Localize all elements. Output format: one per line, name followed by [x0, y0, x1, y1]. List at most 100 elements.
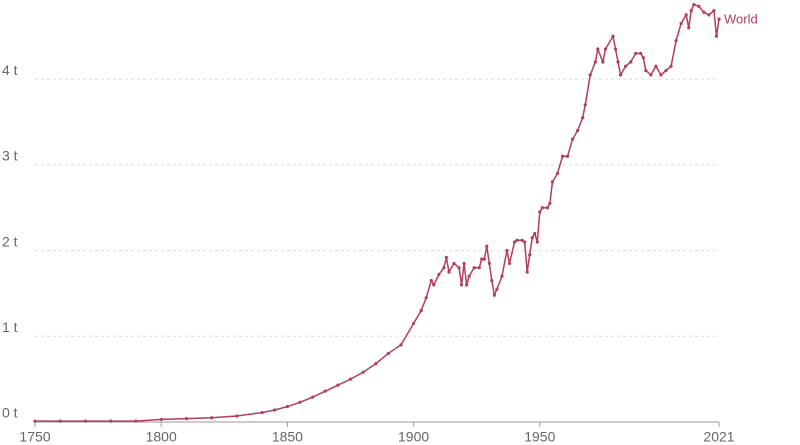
data-point: [616, 60, 620, 64]
data-point: [588, 73, 592, 77]
series-line: [35, 3, 720, 422]
data-point: [707, 13, 711, 17]
data-point: [505, 248, 509, 253]
data-point: [424, 296, 428, 300]
y-tick-label: 4 t: [2, 62, 18, 78]
data-point: [714, 34, 719, 38]
data-point: [386, 351, 390, 356]
data-point: [576, 128, 580, 133]
data-point: [285, 404, 289, 409]
data-point: [83, 419, 88, 423]
data-point: [311, 395, 315, 399]
x-tick-label: 1900: [398, 429, 429, 445]
data-point: [477, 266, 481, 270]
y-tick-label: 1 t: [2, 319, 18, 335]
data-point: [134, 419, 138, 423]
data-point: [613, 47, 618, 51]
data-point: [702, 10, 706, 14]
data-point: [495, 287, 499, 291]
data-point: [361, 370, 365, 374]
data-point: [533, 231, 537, 236]
data-point: [437, 272, 441, 277]
data-point: [540, 206, 544, 210]
data-point: [348, 377, 353, 381]
data-point: [697, 4, 701, 8]
x-tick-label: 1750: [19, 429, 50, 445]
data-point: [581, 116, 585, 120]
data-point: [528, 253, 532, 257]
data-point: [442, 266, 446, 270]
data-point: [235, 414, 239, 418]
y-tick-label: 3 t: [2, 148, 18, 164]
data-point: [298, 400, 302, 404]
data-point: [260, 410, 264, 415]
data-point: [507, 261, 512, 266]
data-point: [659, 73, 663, 77]
data-point: [273, 408, 277, 412]
data-point: [618, 73, 623, 77]
data-point: [649, 73, 653, 77]
data-point: [452, 261, 456, 266]
data-point: [611, 34, 615, 38]
data-point: [411, 321, 416, 326]
data-point: [571, 137, 575, 141]
data-point: [457, 266, 461, 270]
data-point: [429, 278, 433, 283]
data-point: [634, 51, 638, 56]
data-point: [432, 283, 436, 287]
data-point: [639, 51, 643, 56]
data-point: [33, 419, 37, 423]
data-point: [712, 8, 716, 13]
data-point: [500, 274, 504, 278]
data-point: [629, 60, 633, 64]
data-point: [717, 17, 721, 21]
data-point: [374, 362, 378, 366]
data-point: [419, 308, 423, 313]
data-point: [560, 154, 565, 158]
data-point: [465, 283, 469, 287]
data-point: [523, 240, 527, 244]
y-tick-label: 2 t: [2, 233, 18, 249]
data-point: [669, 64, 673, 68]
data-point: [548, 201, 552, 206]
data-point: [692, 2, 696, 7]
data-point: [530, 236, 534, 240]
data-point: [323, 389, 327, 393]
data-point: [596, 47, 600, 51]
data-point: [467, 274, 471, 278]
data-point: [492, 293, 496, 297]
data-point: [550, 180, 555, 184]
data-point: [684, 13, 688, 17]
data-point: [555, 171, 560, 176]
data-point: [644, 68, 648, 73]
data-point: [159, 417, 163, 422]
data-point: [641, 56, 645, 60]
data-point: [399, 343, 403, 347]
data-point: [593, 60, 597, 64]
data-point: [603, 47, 608, 51]
data-point: [679, 21, 683, 26]
data-point: [482, 257, 486, 261]
data-point: [674, 38, 678, 43]
data-point: [336, 383, 340, 387]
data-point: [459, 283, 464, 287]
data-point: [654, 64, 658, 68]
data-point: [535, 240, 539, 244]
data-point: [664, 68, 668, 73]
x-tick-label: 1850: [272, 429, 303, 445]
data-point: [58, 419, 62, 423]
data-point: [109, 419, 113, 423]
data-point: [689, 8, 693, 13]
x-tick-label: 1950: [524, 429, 555, 445]
data-point: [462, 261, 466, 266]
data-point: [444, 255, 449, 260]
data-point: [565, 154, 570, 158]
data-point: [525, 270, 529, 274]
data-point: [487, 261, 491, 266]
series-label: World: [724, 11, 758, 26]
data-point: [687, 26, 691, 30]
data-point: [624, 64, 628, 68]
data-point: [515, 238, 519, 242]
data-point: [485, 244, 489, 248]
